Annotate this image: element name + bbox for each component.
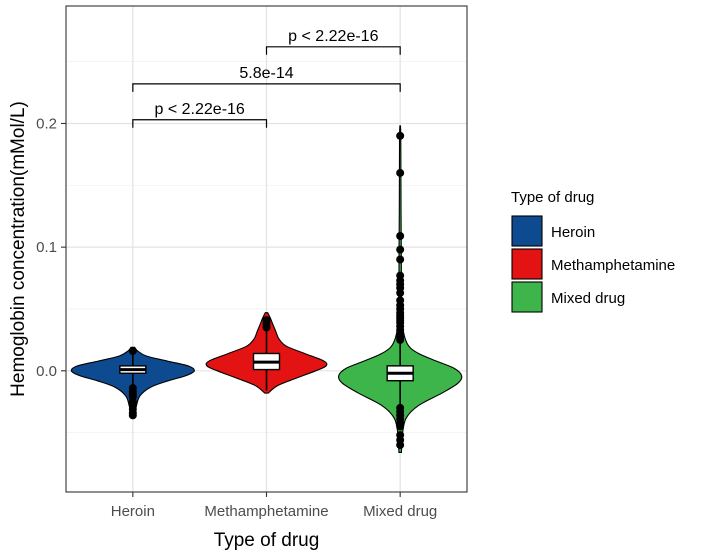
y-axis-title: Hemoglobin concentration(mMol/L) [8, 101, 29, 397]
x-tick-label: Mixed drug [363, 503, 437, 520]
legend-swatch [511, 281, 543, 313]
legend-label: Heroin [551, 224, 595, 241]
bracket-label: p < 2.22e-16 [288, 28, 378, 45]
outlier-point [128, 347, 137, 356]
y-tick-label: 0.1 [36, 239, 57, 256]
legend-title: Type of drug [511, 189, 594, 206]
outlier-point [262, 316, 271, 325]
violins [70, 125, 463, 453]
bracket-line [132, 83, 401, 92]
y-axis-ticks: 0.0 0.1 0.2 [36, 115, 66, 380]
y-tick-label: 0.2 [36, 115, 57, 132]
significance-bracket: p < 2.22e-16 [132, 101, 268, 128]
outlier-point [396, 131, 405, 140]
legend-label: Mixed drug [551, 290, 625, 307]
significance-annotations: p < 2.22e-16 5.8e-14 p < 2.22e-16 [132, 28, 401, 128]
bracket-label: p < 2.22e-16 [155, 101, 245, 118]
significance-bracket: 5.8e-14 [132, 65, 401, 92]
outlier-point [396, 245, 405, 254]
x-tick-label: Heroin [111, 503, 155, 520]
x-axis-ticks: Heroin Methamphetamine Mixed drug [111, 492, 437, 520]
violin-group [337, 125, 463, 453]
outlier-point [128, 411, 137, 420]
outlier-point [396, 168, 405, 177]
bracket-label: 5.8e-14 [239, 65, 293, 82]
outlier-point [396, 422, 405, 431]
significance-bracket: p < 2.22e-16 [265, 28, 401, 55]
outlier-point [396, 335, 405, 344]
y-tick-label: 0.0 [36, 363, 57, 380]
violin-group [70, 346, 195, 420]
legend-swatch [511, 248, 543, 280]
outlier-point [396, 232, 405, 241]
outlier-point [396, 288, 405, 297]
bracket-line [132, 119, 268, 128]
legend-label: Methamphetamine [551, 257, 675, 274]
legend: Type of drug Heroin Methamphetamine Mixed … [511, 189, 675, 313]
violin-group [205, 312, 328, 394]
legend-swatch [511, 215, 543, 247]
outlier-point [396, 255, 405, 264]
bracket-line [265, 46, 401, 55]
outlier-point [396, 441, 405, 450]
x-axis-title: Type of drug [214, 530, 320, 551]
x-tick-label: Methamphetamine [204, 503, 328, 520]
